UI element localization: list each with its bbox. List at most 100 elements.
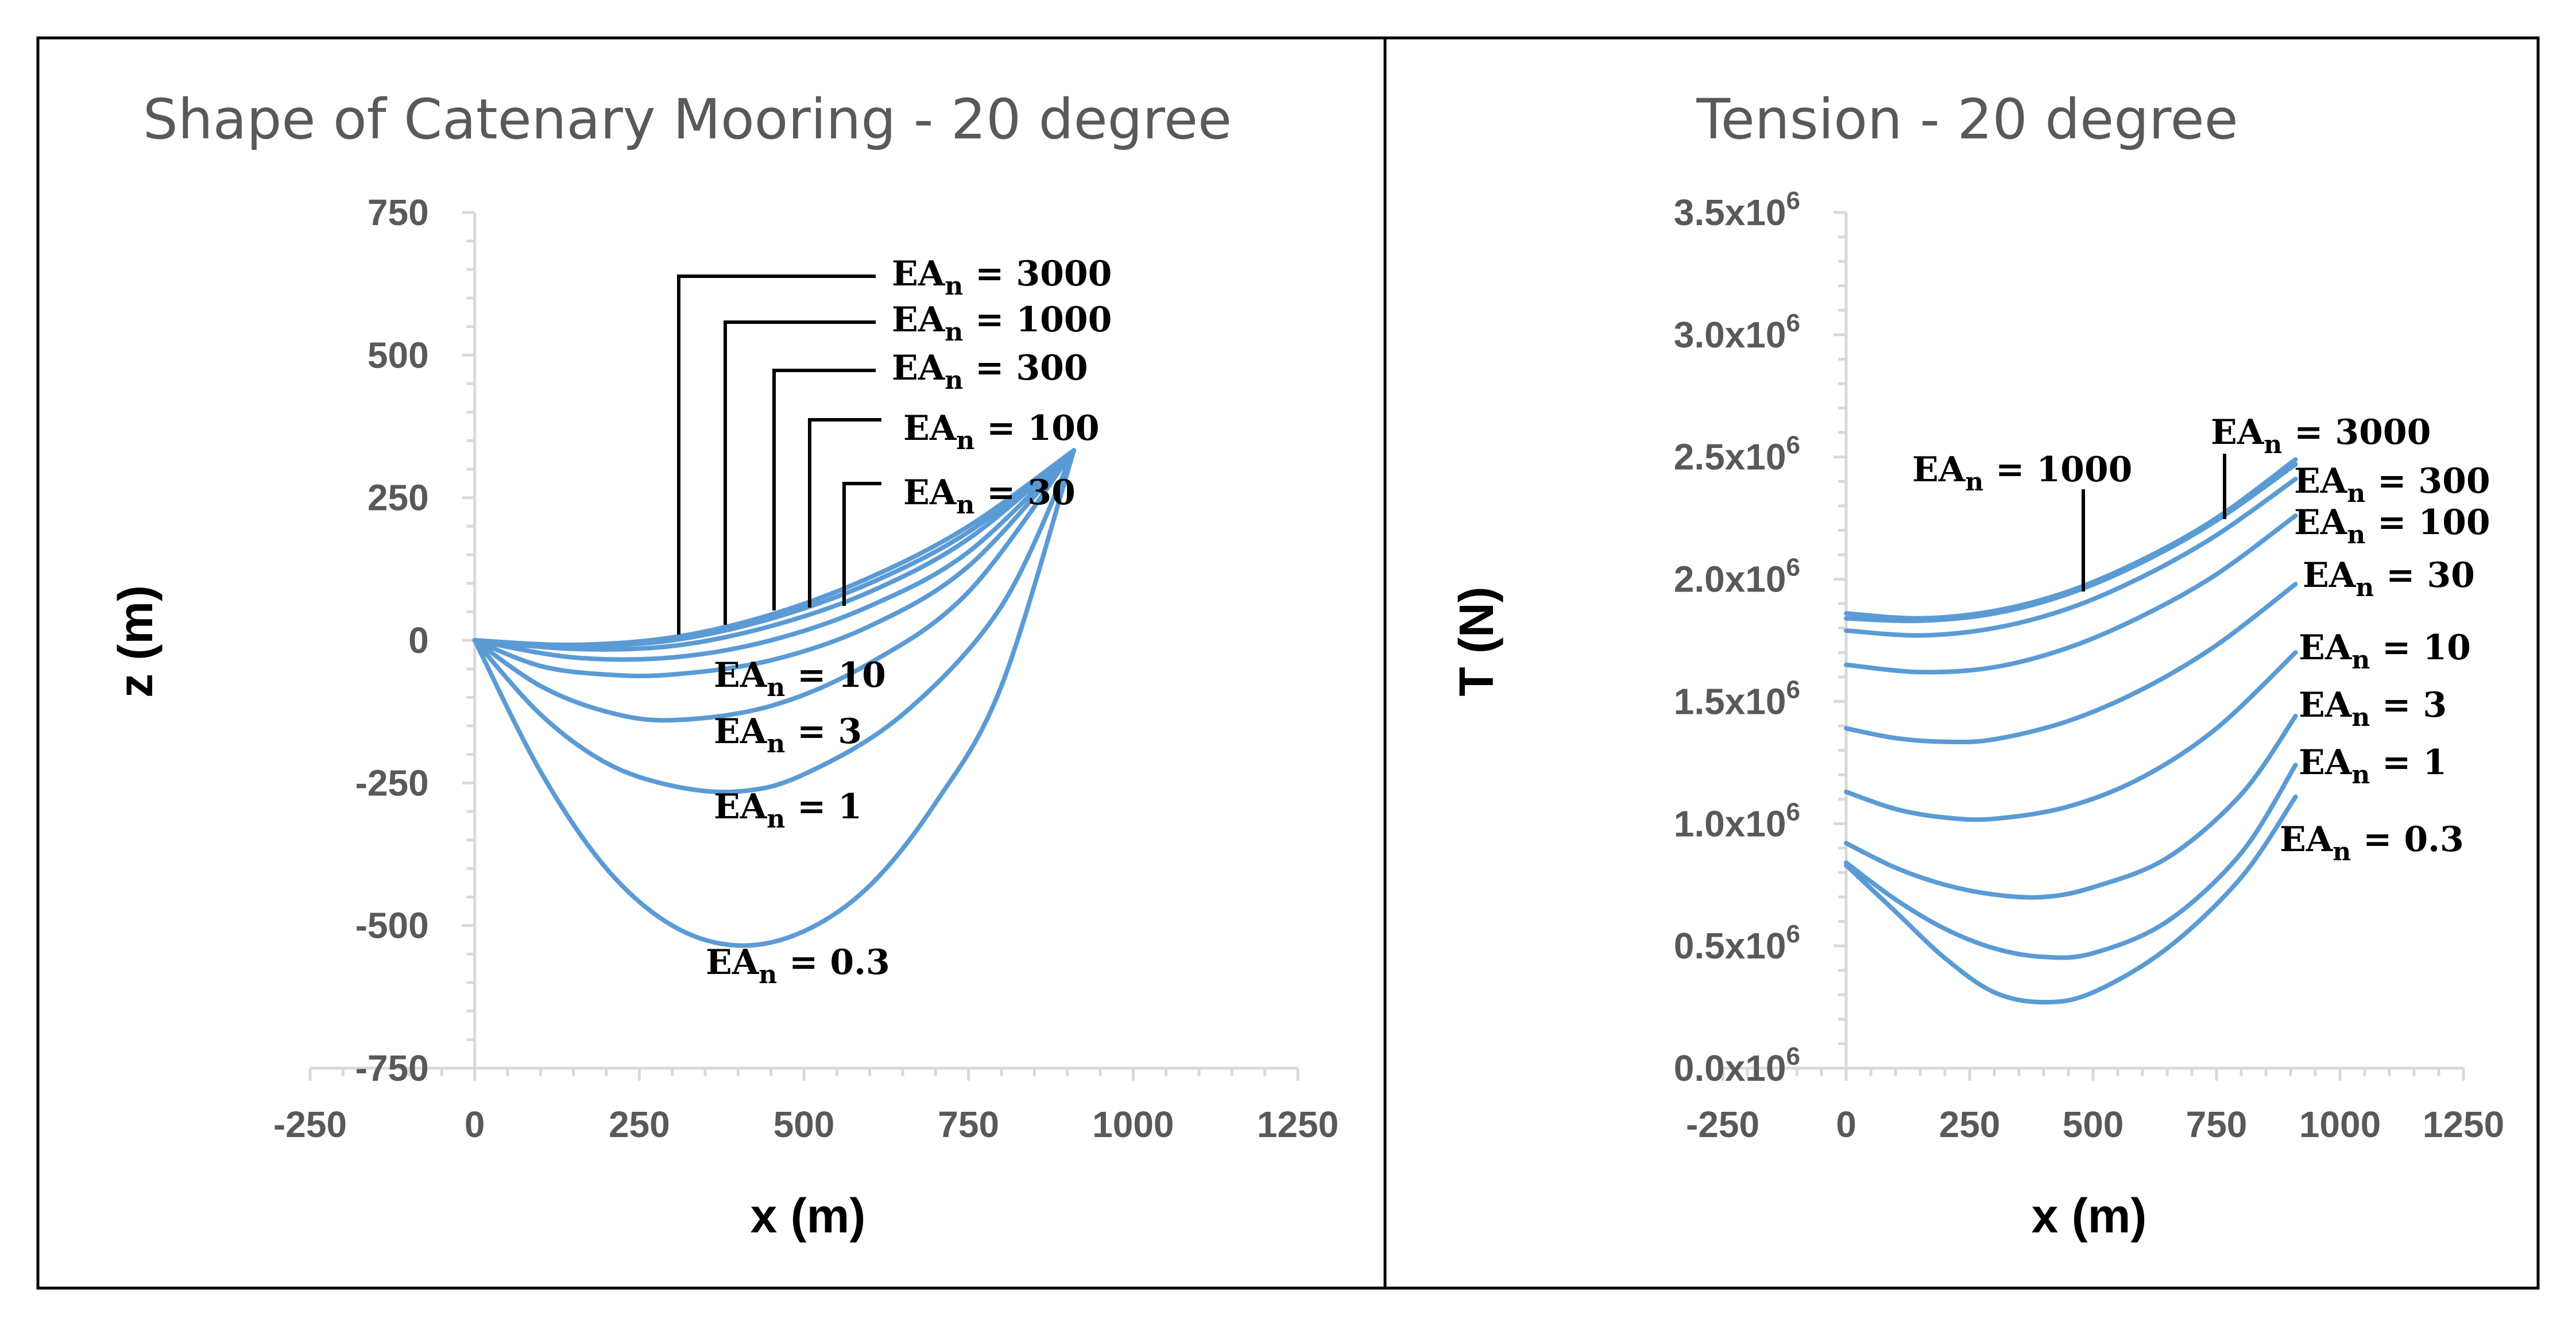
- tension-chart-annotation-3: EAn = 100: [2294, 502, 2490, 550]
- shape-chart-x-tick-label: 1250: [1257, 1104, 1339, 1145]
- tension-chart-y-axis-label: T (N): [1449, 586, 1503, 696]
- annotation-base: EA: [2294, 461, 2348, 501]
- tension-chart-x-tick-label: -250: [1686, 1104, 1759, 1145]
- annotation-subscript: n: [767, 729, 785, 759]
- annotation-value: = 1000: [1983, 450, 2132, 490]
- annotation-base: EA: [2299, 743, 2353, 783]
- shape-chart-x-axis-label: x (m): [751, 1189, 866, 1243]
- shape-chart-y-tick-label: 500: [368, 334, 429, 376]
- tension-chart-x-tick-label: 500: [2063, 1104, 2124, 1145]
- tension-chart-y-tick-exponent: 6: [1786, 1042, 1800, 1070]
- shape-chart-leader-line-2: [772, 369, 876, 610]
- shape-chart-y-tick-label: -750: [355, 1047, 429, 1089]
- annotation-value: = 100: [974, 408, 1099, 449]
- shape-chart-annotation-8: EAn = 0.3: [706, 942, 890, 989]
- annotation-value: = 0.3: [2351, 819, 2463, 860]
- annotation-value: = 3000: [2282, 412, 2431, 453]
- annotation-value: = 1000: [963, 300, 1112, 340]
- annotation-base: EA: [892, 348, 946, 388]
- tension-chart-series-line-1: [1844, 462, 2298, 624]
- shape-chart-leader-line-1: [724, 320, 876, 625]
- shape-chart-annotation-6: EAn = 3: [714, 712, 862, 759]
- annotation-base: EA: [2294, 502, 2348, 543]
- shape-chart-leader-line-4: [842, 482, 881, 606]
- annotation-base: EA: [714, 712, 768, 752]
- tension-chart-series-line-2: [1844, 477, 2298, 638]
- annotation-subscript: n: [945, 272, 963, 301]
- annotation-value: = 100: [2365, 502, 2490, 543]
- tension-chart-series-line-8: [1844, 794, 2298, 1005]
- annotation-value: = 1: [785, 787, 862, 827]
- tension-chart-x-tick-label: 250: [1939, 1104, 2001, 1145]
- annotation-subscript: n: [945, 366, 963, 395]
- tension-chart-y-tick-exponent: 6: [1786, 554, 1800, 582]
- tension-chart-y-tick-label: 1.0x106: [1674, 798, 1800, 844]
- tension-chart-annotation-0: EAn = 1000: [1912, 450, 2132, 497]
- tension-chart-annotation-4: EAn = 30: [2303, 555, 2475, 602]
- shape-chart-series-line-2: [472, 448, 1077, 652]
- annotation-subscript: n: [2264, 430, 2282, 459]
- tension-chart-annotation-8: EAn = 0.3: [2280, 819, 2464, 867]
- tension-chart-series-line-7: [1844, 763, 2298, 960]
- tension-chart-y-tick-exponent: 6: [1786, 187, 1800, 215]
- annotation-base: EA: [2299, 685, 2353, 725]
- annotation-subscript: n: [1965, 467, 1983, 497]
- annotation-subscript: n: [2351, 645, 2370, 675]
- shape-chart-y-tick-label: -500: [355, 905, 429, 946]
- shape-chart-x-tick-label: 0: [465, 1104, 485, 1145]
- shape-chart-annotation-5: EAn = 10: [714, 655, 886, 702]
- shape-chart-series-line-7: [472, 448, 1077, 948]
- shape-chart-x-tick-label: 750: [938, 1104, 999, 1145]
- shape-chart-y-tick-label: 750: [368, 192, 429, 233]
- shape-chart-annotation-3: EAn = 100: [903, 408, 1100, 455]
- tension-chart-series-line-6: [1844, 714, 2298, 900]
- shape-chart-annotation-1: EAn = 1000: [892, 300, 1112, 347]
- annotation-base: EA: [903, 473, 957, 513]
- tension-chart-y-tick-label: 2.5x106: [1674, 431, 1800, 478]
- tension-chart-annotation-1: EAn = 3000: [2211, 412, 2431, 459]
- shape-chart-axes: -250 0 250 500 750 1000 1250 750 500 250 0 -250 -500…: [273, 192, 1339, 1145]
- shape-chart-x-tick-label: 500: [773, 1104, 835, 1145]
- tension-chart-annotation-2: EAn = 300: [2294, 461, 2490, 508]
- tension-chart-x-axis-label: x (m): [2032, 1189, 2147, 1243]
- tension-chart-y-tick-exponent: 6: [1786, 431, 1800, 459]
- annotation-value: = 300: [2365, 461, 2490, 501]
- shape-chart-series-line-6: [472, 448, 1077, 795]
- tension-chart-y-tick-exponent: 6: [1786, 675, 1800, 703]
- tension-chart-series-line-4: [1844, 582, 2298, 745]
- shape-chart-panel: Shape of Catenary Mooring - 20 degree x …: [109, 87, 1339, 1243]
- annotation-subscript: n: [945, 318, 963, 347]
- annotation-value: = 3: [2370, 685, 2447, 725]
- tension-chart-x-tick-label: 1250: [2423, 1104, 2504, 1145]
- shape-chart-x-tick-label: -250: [273, 1104, 347, 1145]
- annotation-subscript: n: [956, 426, 974, 455]
- shape-chart-x-tick-label: 1000: [1092, 1104, 1174, 1145]
- annotation-value: = 10: [785, 655, 886, 695]
- shape-chart-series-line-1: [472, 448, 1077, 648]
- tension-chart-y-tick-label: 3.5x106: [1674, 187, 1800, 233]
- shape-chart-y-tick-label: 0: [408, 620, 429, 661]
- tension-chart-leaders: [2082, 454, 2226, 592]
- annotation-subscript: n: [767, 673, 785, 702]
- shape-chart-y-tick-label: 250: [368, 477, 429, 519]
- annotation-subscript: n: [2355, 573, 2374, 602]
- shape-chart-annotation-4: EAn = 30: [903, 473, 1076, 520]
- shape-chart-annotation-0: EAn = 3000: [892, 254, 1112, 301]
- shape-chart-series-line-4: [472, 448, 1077, 679]
- tension-chart-y-tick-label: 0.0x106: [1674, 1042, 1800, 1089]
- annotation-base: EA: [903, 408, 957, 449]
- tension-chart-y-tick-label: 1.5x106: [1674, 675, 1800, 722]
- shape-chart-leader-line-0: [677, 275, 876, 635]
- annotation-base: EA: [2280, 819, 2334, 860]
- annotation-subscript: n: [956, 490, 974, 520]
- shape-chart-y-tick-label: -250: [355, 762, 429, 803]
- tension-chart-axes: -250 0 250 500 750 1000 1250 3.5x106 3.0x106 2.5x…: [1674, 187, 2504, 1145]
- shape-chart-title: Shape of Catenary Mooring - 20 degree: [143, 87, 1232, 152]
- shape-chart-series-line-5: [472, 448, 1077, 723]
- annotation-subscript: n: [2351, 760, 2370, 790]
- annotation-base: EA: [892, 300, 946, 340]
- tension-chart-annotation-7: EAn = 1: [2299, 743, 2447, 790]
